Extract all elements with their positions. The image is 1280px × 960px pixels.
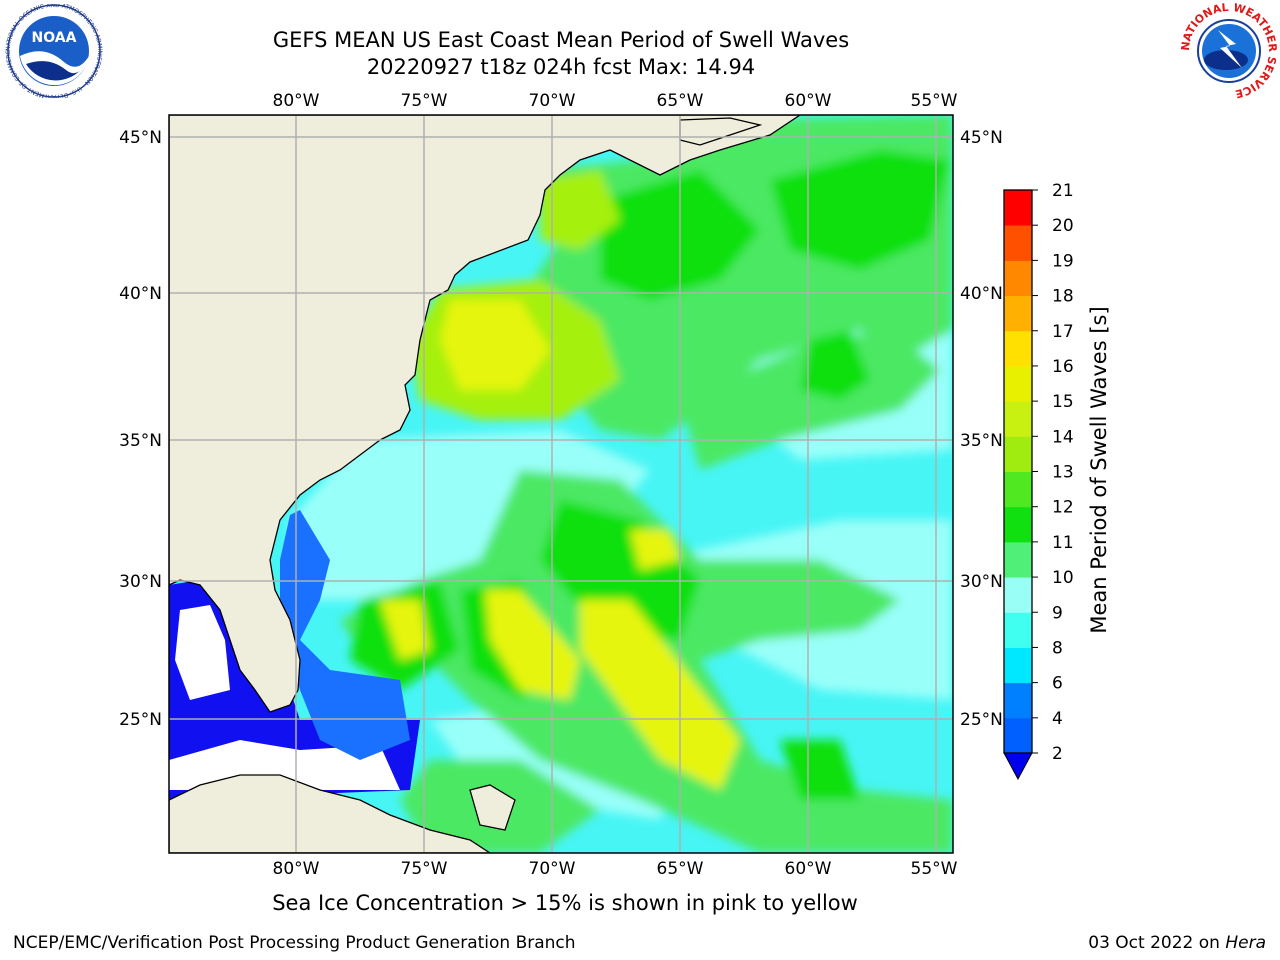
no-data-region [169,740,400,790]
date-value: 03 Oct 2022 on [1088,933,1220,953]
credit-text: NCEP/EMC/Verification Post Processing Pr… [13,933,576,953]
colorbar-tick-label: 8 [1052,638,1063,658]
colorbar-tick-label: 13 [1052,463,1074,483]
short-period-region [280,510,410,760]
map-frame [168,114,954,854]
green-band [680,330,940,470]
colorbar-swatch [1004,260,1032,297]
cuba-land [169,774,492,853]
bright-green-patch [780,740,860,800]
lon-label-bottom: 75°W [401,859,448,879]
colorbar-swatch [1004,717,1032,754]
colorbar-swatch [1004,682,1032,719]
colorbar-swatch [1004,401,1032,437]
colorbar-tick-label: 6 [1052,674,1063,694]
colorbar: 2 4 6 8 9 10 11 12 13 14 15 16 17 18 19 20 21 [1003,181,1074,781]
lon-label-bottom: 60°W [785,859,832,879]
yellow-region [485,590,580,700]
lon-label-bottom: 55°W [911,859,958,879]
map-subtitle: 20220927 t18z 024h fcst Max: 14.94 [366,55,756,79]
colorbar-tick-label: 18 [1052,287,1074,307]
colorbar-tick-label: 21 [1052,181,1074,201]
colorbar-swatch [1004,190,1032,226]
colorbar-tick-label: 17 [1052,322,1074,342]
colorbar-extend-arrow [1003,752,1033,781]
colorbar-swatch [1004,541,1032,578]
lon-label-bottom: 80°W [273,859,320,879]
lat-label-left: 35°N [119,431,162,451]
no-data-region [175,605,230,700]
lon-label-top: 75°W [401,91,448,111]
date-text: 03 Oct 2022 on Hera [1088,933,1266,953]
colorbar-tick-label: 11 [1052,533,1074,553]
lime-region [540,170,620,250]
lon-label-top: 70°W [529,91,576,111]
colorbar-swatch [1004,436,1032,472]
lon-label-bottom: 70°W [529,859,576,879]
noaa-logo: NATIONAL OCEANIC AND ATMOSPHERIC ADMINIS… [4,4,103,98]
lat-label-right: 45°N [960,128,1003,148]
colorbar-swatch [1004,577,1032,613]
colorbar-swatch [1004,330,1032,367]
lat-label-left: 45°N [119,128,162,148]
colorbar-swatch [1004,365,1032,402]
colorbar-swatch [1004,225,1032,261]
map-title: GEFS MEAN US East Coast Mean Period of S… [272,28,850,52]
sea-ice-caption: Sea Ice Concentration > 15% is shown in … [272,891,858,915]
lon-label-bottom: 65°W [657,859,704,879]
yellow-region [380,600,430,660]
machine-name: Hera [1225,933,1266,953]
yellow-region [580,600,740,790]
colorbar-swatch [1004,295,1032,332]
yellow-region [630,530,680,570]
noaa-logo-text: NOAA [32,30,77,46]
colorbar-tick-label: 15 [1052,392,1074,412]
yellow-region [440,300,550,390]
colorbar-swatch [1004,506,1032,543]
colorbar-tick-label: 4 [1052,709,1063,729]
lat-label-right: 35°N [960,431,1003,451]
lat-label-left: 25°N [119,710,162,730]
nws-logo: NATIONAL WEATHER SERVICE [1179,2,1279,100]
colorbar-label: Mean Period of Swell Waves [s] [1087,306,1111,633]
colorbar-tick-label: 9 [1052,603,1063,623]
lat-label-right: 30°N [960,572,1003,592]
lon-label-top: 80°W [273,91,320,111]
colorbar-tick-label: 2 [1052,744,1063,764]
lon-label-top: 55°W [911,91,958,111]
colorbar-tick-label: 19 [1052,251,1074,271]
lat-label-right: 40°N [960,284,1003,304]
gridlines [169,115,953,853]
colorbar-tick-label: 16 [1052,357,1074,377]
colorbar-swatch [1004,647,1032,684]
lon-label-top: 60°W [785,91,832,111]
colorbar-tick-label: 20 [1052,216,1074,236]
north-america-land [169,115,802,713]
colorbar-swatch [1004,471,1032,508]
bright-green-patch [770,150,950,270]
map-area [169,115,953,853]
lon-label-top: 65°W [657,91,704,111]
colorbar-tick-label: 14 [1052,427,1074,447]
lat-label-left: 30°N [119,572,162,592]
lat-label-left: 40°N [119,284,162,304]
colorbar-swatch [1004,612,1032,648]
lat-label-right: 25°N [960,710,1003,730]
bright-green-patch [800,330,870,400]
hispaniola-land [469,784,516,831]
colorbar-tick-label: 12 [1052,498,1074,518]
colorbar-tick-label: 10 [1052,568,1074,588]
